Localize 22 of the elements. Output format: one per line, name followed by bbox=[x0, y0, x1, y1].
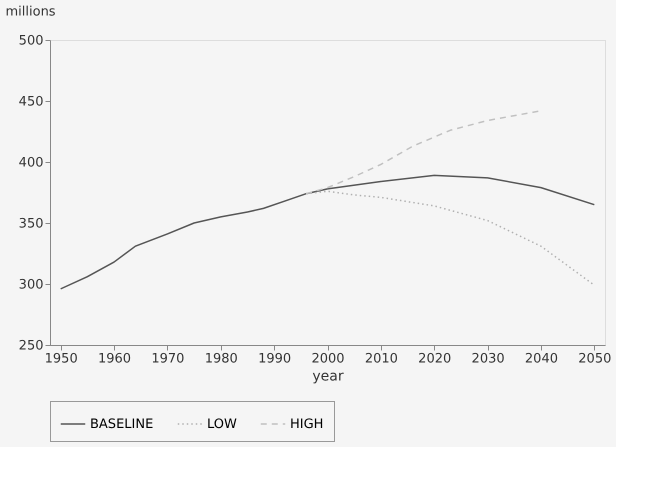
x-tick-label: 1980 bbox=[204, 352, 238, 366]
y-tick-label: 450 bbox=[18, 94, 44, 110]
y-tick-label: 400 bbox=[18, 156, 44, 170]
x-axis-title: year bbox=[312, 368, 344, 384]
y-tick-label: 500 bbox=[18, 34, 44, 48]
x-tick-label: 1950 bbox=[44, 352, 78, 366]
x-tick-label: 1960 bbox=[98, 352, 132, 366]
x-tick-label: 1990 bbox=[258, 352, 292, 366]
x-tick-label: 2040 bbox=[524, 352, 558, 366]
x-tick-label: 2030 bbox=[472, 352, 505, 366]
x-tick-label: 1970 bbox=[151, 352, 184, 366]
y-tick-label: 250 bbox=[18, 338, 44, 354]
y-tick-label: 350 bbox=[18, 216, 44, 232]
y-tick-label: 300 bbox=[18, 278, 44, 292]
x-tick-label: 2050 bbox=[578, 352, 612, 366]
y-axis-title: millions bbox=[6, 4, 56, 20]
legend-label: BASELINE bbox=[90, 417, 154, 432]
x-tick-label: 2010 bbox=[364, 352, 398, 366]
x-tick-label: 2020 bbox=[418, 352, 452, 366]
legend-label: LOW bbox=[207, 417, 238, 432]
legend-label: HIGH bbox=[290, 417, 324, 432]
x-tick-label: 2000 bbox=[311, 352, 345, 366]
